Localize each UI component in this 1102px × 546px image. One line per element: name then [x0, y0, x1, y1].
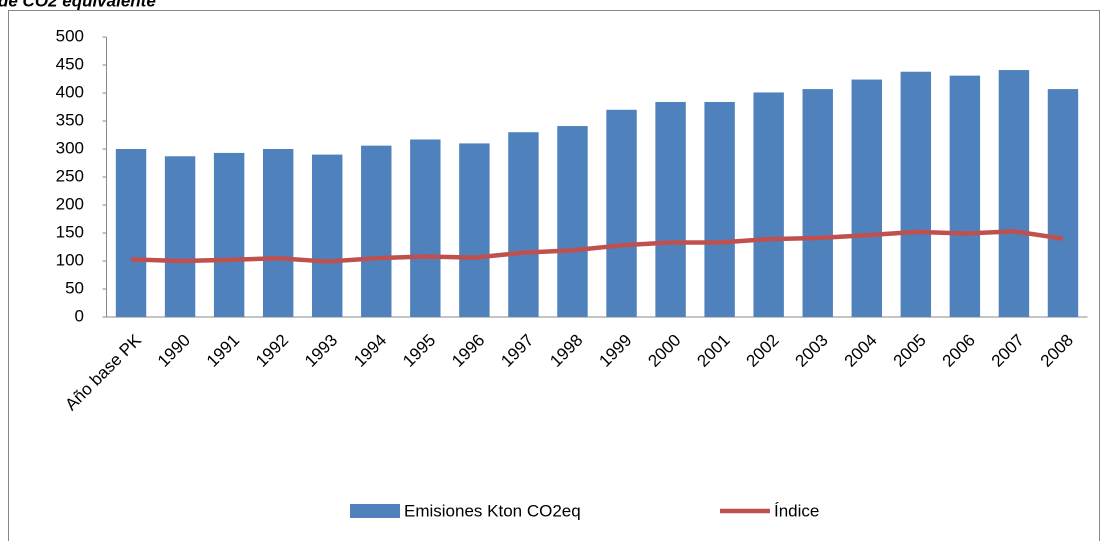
y-tick-label: 100 — [56, 250, 84, 269]
bar — [164, 156, 196, 317]
bar — [900, 71, 932, 317]
legend-label: Índice — [774, 501, 819, 520]
y-tick-label: 50 — [65, 278, 84, 297]
line — [130, 229, 1064, 264]
bar — [508, 132, 539, 317]
y-tick-label: 300 — [56, 138, 84, 157]
y-tick-label: 0 — [75, 306, 84, 325]
y-tick-label: 500 — [56, 26, 84, 45]
bar — [753, 92, 784, 317]
bar — [704, 101, 735, 318]
y-tick-label: 200 — [56, 194, 84, 213]
bar — [115, 149, 147, 317]
y-tick-label: 400 — [56, 82, 84, 101]
legend-label: Emisiones Kton CO2eq — [404, 501, 581, 520]
bar — [410, 139, 441, 317]
y-tick-label: 450 — [56, 54, 84, 73]
bar — [949, 75, 981, 317]
legend-swatch — [350, 504, 400, 518]
bar — [606, 109, 637, 317]
bar — [361, 145, 392, 317]
bar — [459, 143, 490, 317]
bar — [312, 154, 343, 317]
bar — [655, 101, 686, 318]
bar — [1047, 89, 1079, 317]
bar — [557, 126, 588, 317]
bar — [802, 89, 833, 317]
bar — [213, 152, 245, 317]
chart-title: de CO2 equivalente — [0, 0, 156, 10]
y-tick-label: 250 — [56, 166, 84, 185]
bar — [262, 149, 294, 317]
bar — [851, 79, 882, 317]
y-tick-label: 150 — [56, 222, 84, 241]
y-tick-label: 350 — [56, 110, 84, 129]
bar — [998, 70, 1030, 317]
